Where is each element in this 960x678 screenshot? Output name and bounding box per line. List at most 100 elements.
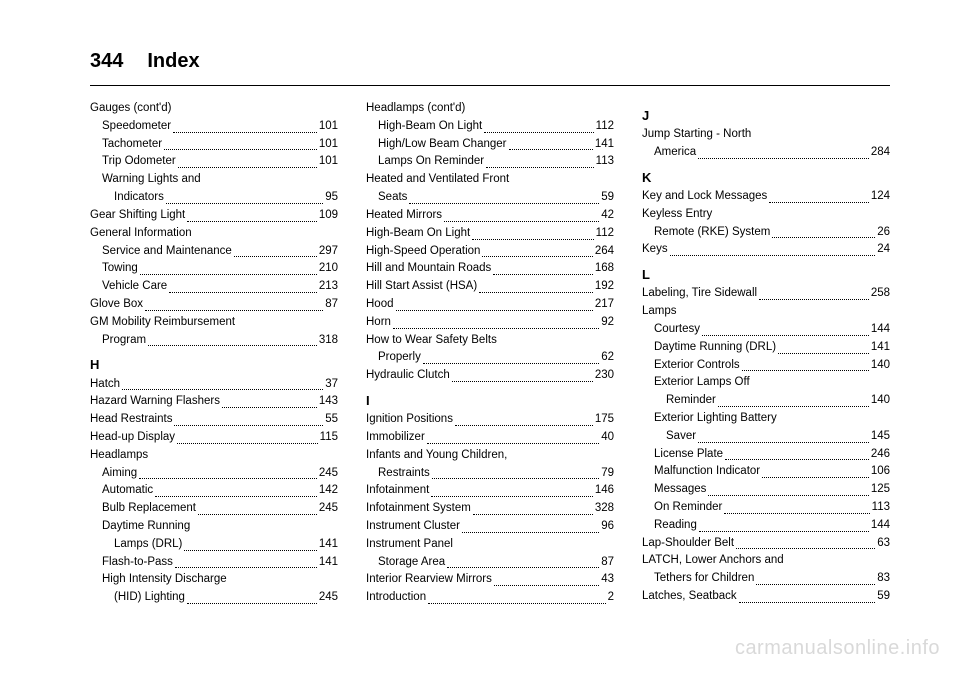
index-entry-label: Storage Area bbox=[378, 554, 445, 572]
index-entry-label: On Reminder bbox=[654, 499, 722, 517]
index-entry-page: 318 bbox=[319, 332, 338, 350]
index-entry: Bulb Replacement 245 bbox=[90, 500, 338, 518]
index-entry-page: 113 bbox=[872, 499, 890, 517]
index-entry-label: Heated Mirrors bbox=[366, 207, 442, 225]
leader-dots bbox=[473, 500, 593, 515]
index-entry: Keyless Entry bbox=[642, 206, 890, 224]
index-entry: Instrument Panel bbox=[366, 536, 614, 554]
index-entry-label: Bulb Replacement bbox=[102, 500, 196, 518]
index-entry: Glove Box 87 bbox=[90, 296, 338, 314]
index-entry-page: 43 bbox=[601, 571, 614, 589]
index-entry: Seats59 bbox=[366, 189, 614, 207]
index-entry-page: 297 bbox=[319, 243, 338, 261]
leader-dots bbox=[234, 243, 317, 258]
index-entry-page: 112 bbox=[596, 225, 614, 243]
index-entry-label: Tethers for Children bbox=[654, 570, 754, 588]
section-letter: I bbox=[366, 391, 614, 411]
index-entry-label: License Plate bbox=[654, 446, 723, 464]
index-entry-page: 26 bbox=[877, 224, 890, 242]
index-entry-page: 141 bbox=[319, 536, 338, 554]
index-entry: Remote (RKE) System26 bbox=[642, 224, 890, 242]
leader-dots bbox=[509, 136, 593, 151]
index-entry-label: Hill Start Assist (HSA) bbox=[366, 278, 477, 296]
index-entry-label: Introduction bbox=[366, 589, 426, 607]
index-entry: Lamps bbox=[642, 303, 890, 321]
index-entry-page: 144 bbox=[871, 321, 890, 339]
index-entry: Exterior Controls140 bbox=[642, 357, 890, 375]
index-entry-page: 55 bbox=[325, 411, 338, 429]
index-entry: America284 bbox=[642, 144, 890, 162]
leader-dots bbox=[177, 429, 318, 444]
index-entry-page: 83 bbox=[877, 570, 890, 588]
index-entry-page: 217 bbox=[595, 296, 614, 314]
index-entry-page: 328 bbox=[595, 500, 614, 518]
index-entry: Restraints79 bbox=[366, 465, 614, 483]
index-entry-page: 213 bbox=[319, 278, 338, 296]
leader-dots bbox=[173, 118, 317, 133]
index-entry: Malfunction Indicator106 bbox=[642, 463, 890, 481]
leader-dots bbox=[122, 376, 323, 391]
index-entry: How to Wear Safety Belts bbox=[366, 332, 614, 350]
index-entry-page: 142 bbox=[319, 482, 338, 500]
index-entry: High/Low Beam Changer141 bbox=[366, 136, 614, 154]
index-entry: Automatic142 bbox=[90, 482, 338, 500]
index-entry: Indicators95 bbox=[90, 189, 338, 207]
index-entry-label: Gauges (cont'd) bbox=[90, 100, 171, 118]
index-entry: Gear Shifting Light109 bbox=[90, 207, 338, 225]
index-entry-label: GM Mobility Reimbursement bbox=[90, 314, 235, 332]
index-entry: Head-up Display115 bbox=[90, 429, 338, 447]
leader-dots bbox=[462, 518, 599, 533]
index-entry: (HID) Lighting245 bbox=[90, 589, 338, 607]
index-entry-label: Courtesy bbox=[654, 321, 700, 339]
index-entry-label: America bbox=[654, 144, 696, 162]
index-entry: LATCH, Lower Anchors and bbox=[642, 552, 890, 570]
index-entry: Headlamps bbox=[90, 447, 338, 465]
leader-dots bbox=[739, 588, 876, 603]
leader-dots bbox=[486, 153, 594, 168]
index-entry-page: 124 bbox=[871, 188, 890, 206]
index-entry-page: 87 bbox=[325, 296, 338, 314]
index-entry: Aiming245 bbox=[90, 465, 338, 483]
index-entry-page: 125 bbox=[871, 481, 890, 499]
index-entry-label: Exterior Lamps Off bbox=[654, 374, 750, 392]
index-entry: Courtesy 144 bbox=[642, 321, 890, 339]
index-entry-label: Jump Starting - North bbox=[642, 126, 751, 144]
index-entry-page: 79 bbox=[601, 465, 614, 483]
index-entry-label: Lamps (DRL) bbox=[114, 536, 182, 554]
leader-dots bbox=[742, 357, 869, 372]
index-entry-page: 40 bbox=[601, 429, 614, 447]
index-entry: Introduction2 bbox=[366, 589, 614, 607]
leader-dots bbox=[759, 285, 869, 300]
leader-dots bbox=[175, 554, 317, 569]
index-entry-label: Labeling, Tire Sidewall bbox=[642, 285, 757, 303]
index-entry-page: 112 bbox=[596, 118, 614, 136]
index-entry: Speedometer101 bbox=[90, 118, 338, 136]
leader-dots bbox=[702, 321, 869, 336]
index-entry: Reading144 bbox=[642, 517, 890, 535]
index-entry: Infotainment System328 bbox=[366, 500, 614, 518]
index-entry: Tachometer101 bbox=[90, 136, 338, 154]
index-entry-label: High/Low Beam Changer bbox=[378, 136, 507, 154]
index-entry-label: Exterior Lighting Battery bbox=[654, 410, 777, 428]
index-entry-label: Latches, Seatback bbox=[642, 588, 737, 606]
leader-dots bbox=[772, 224, 875, 239]
index-entry-page: 63 bbox=[877, 535, 890, 553]
index-entry: Head Restraints55 bbox=[90, 411, 338, 429]
leader-dots bbox=[222, 393, 317, 408]
leader-dots bbox=[724, 499, 869, 514]
index-entry: Ignition Positions175 bbox=[366, 411, 614, 429]
index-entry-label: Glove Box bbox=[90, 296, 143, 314]
index-column-3: JJump Starting - NorthAmerica284KKey and… bbox=[642, 100, 890, 607]
index-entry-label: Exterior Controls bbox=[654, 357, 740, 375]
index-entry-label: Speedometer bbox=[102, 118, 171, 136]
index-entry-label: Towing bbox=[102, 260, 138, 278]
index-entry-label: Lamps On Reminder bbox=[378, 153, 484, 171]
index-entry-page: 42 bbox=[601, 207, 614, 225]
index-entry-page: 62 bbox=[601, 349, 614, 367]
leader-dots bbox=[736, 535, 875, 550]
index-entry-label: Seats bbox=[378, 189, 407, 207]
index-entry: Flash-to-Pass141 bbox=[90, 554, 338, 572]
index-entry-page: 245 bbox=[319, 500, 338, 518]
section-letter: H bbox=[90, 355, 338, 375]
leader-dots bbox=[428, 589, 605, 604]
